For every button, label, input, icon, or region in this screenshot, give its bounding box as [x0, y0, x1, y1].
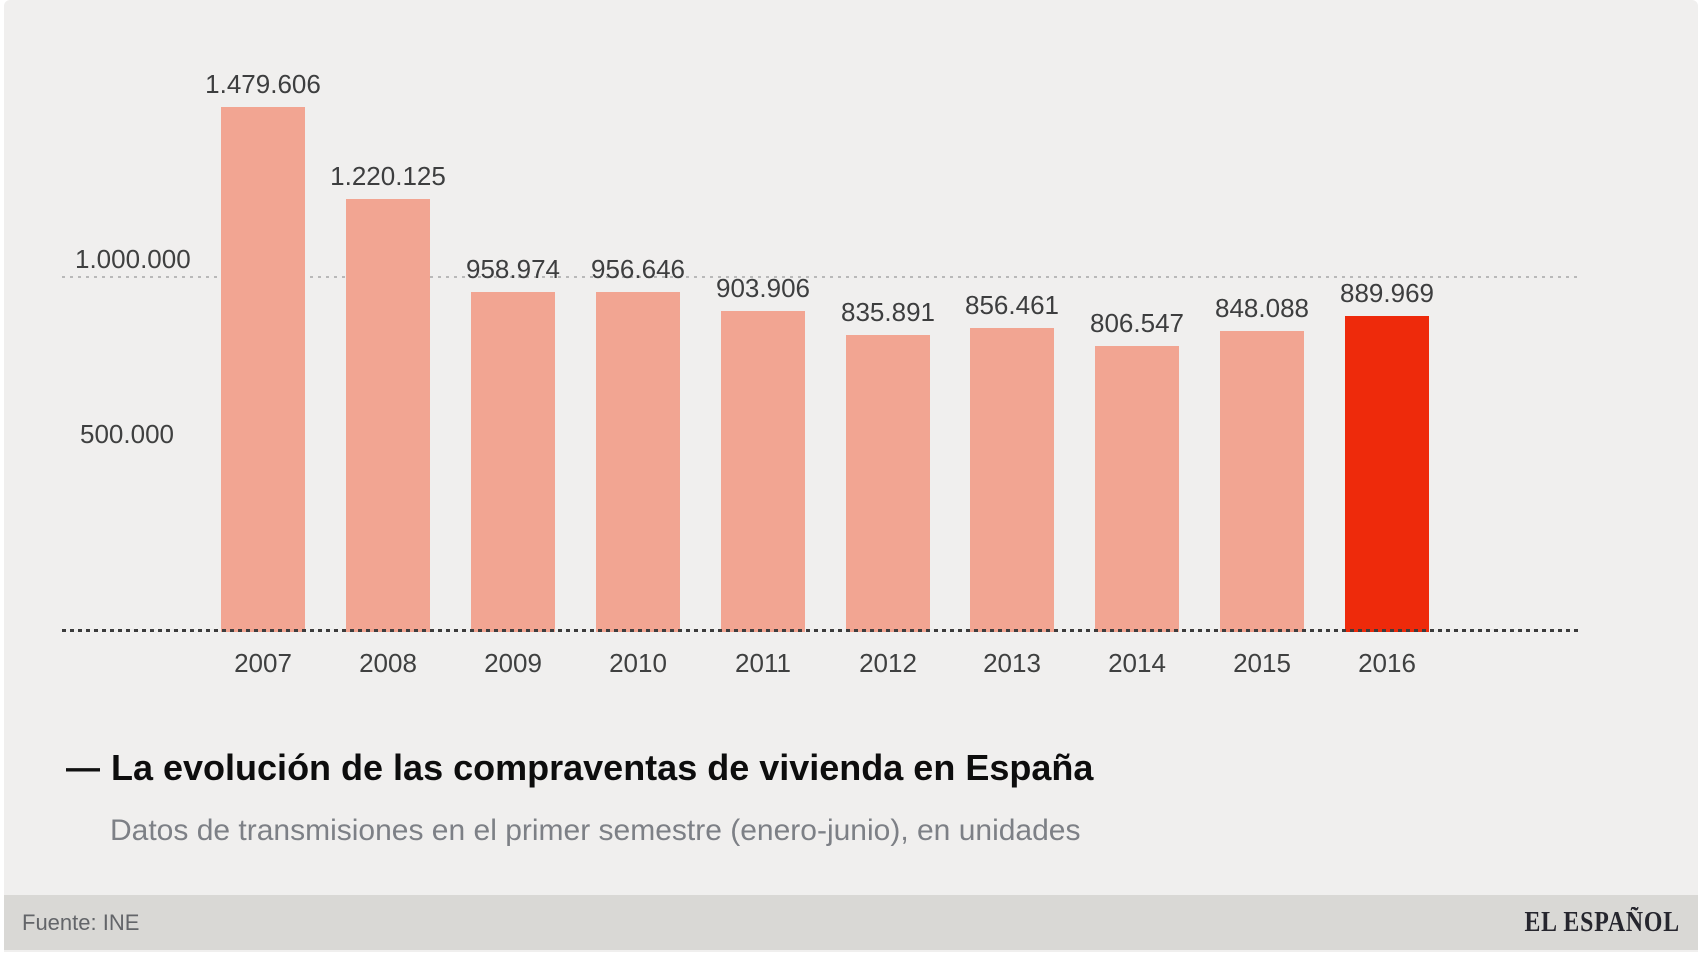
x-axis-baseline [62, 629, 1580, 632]
value-label-2009: 958.974 [466, 254, 560, 284]
value-label-2016: 889.969 [1340, 278, 1434, 308]
value-label-2011: 903.906 [716, 273, 810, 303]
value-label-2015: 848.088 [1215, 293, 1309, 323]
value-label-2014: 806.547 [1090, 308, 1184, 338]
title-dash: — [66, 749, 100, 787]
chart-title: La evolución de las compraventas de vivi… [111, 747, 1094, 788]
bar-2016 [1345, 316, 1429, 632]
x-tick-2015: 2015 [1233, 648, 1291, 678]
gridline-1000000 [62, 276, 1580, 278]
x-tick-2010: 2010 [609, 648, 667, 678]
x-tick-2009: 2009 [484, 648, 542, 678]
value-label-2007: 1.479.606 [205, 69, 321, 99]
chart-subtitle: Datos de transmisiones en el primer seme… [110, 814, 1081, 847]
bar-2010 [596, 292, 680, 632]
value-label-2008: 1.220.125 [330, 161, 446, 191]
bar-2011 [721, 311, 805, 632]
brand-logo: EL ESPAÑOL [1524, 907, 1680, 938]
bar-2015 [1220, 331, 1304, 632]
x-tick-2008: 2008 [359, 648, 417, 678]
x-tick-2011: 2011 [735, 648, 791, 678]
footer-bar: Fuente: INE EL ESPAÑOL [4, 895, 1698, 950]
bar-2009 [471, 292, 555, 632]
value-label-2012: 835.891 [841, 297, 935, 327]
bar-2008 [346, 199, 430, 632]
bar-2012 [846, 335, 930, 632]
bar-2007 [221, 107, 305, 632]
x-tick-2007: 2007 [234, 648, 292, 678]
x-tick-2013: 2013 [983, 648, 1041, 678]
value-label-2010: 956.646 [591, 254, 685, 284]
bar-2014 [1095, 346, 1179, 632]
x-tick-2012: 2012 [859, 648, 917, 678]
value-label-2013: 856.461 [965, 290, 1059, 320]
x-tick-2016: 2016 [1358, 648, 1416, 678]
title-block: — La evolución de las compraventas de vi… [66, 748, 1093, 788]
x-tick-2014: 2014 [1108, 648, 1166, 678]
y-tick-1000000: 1.000.000 [75, 244, 191, 274]
bar-2013 [970, 328, 1054, 632]
y-tick-500000: 500.000 [80, 419, 174, 449]
source-label: Fuente: INE [22, 910, 140, 935]
